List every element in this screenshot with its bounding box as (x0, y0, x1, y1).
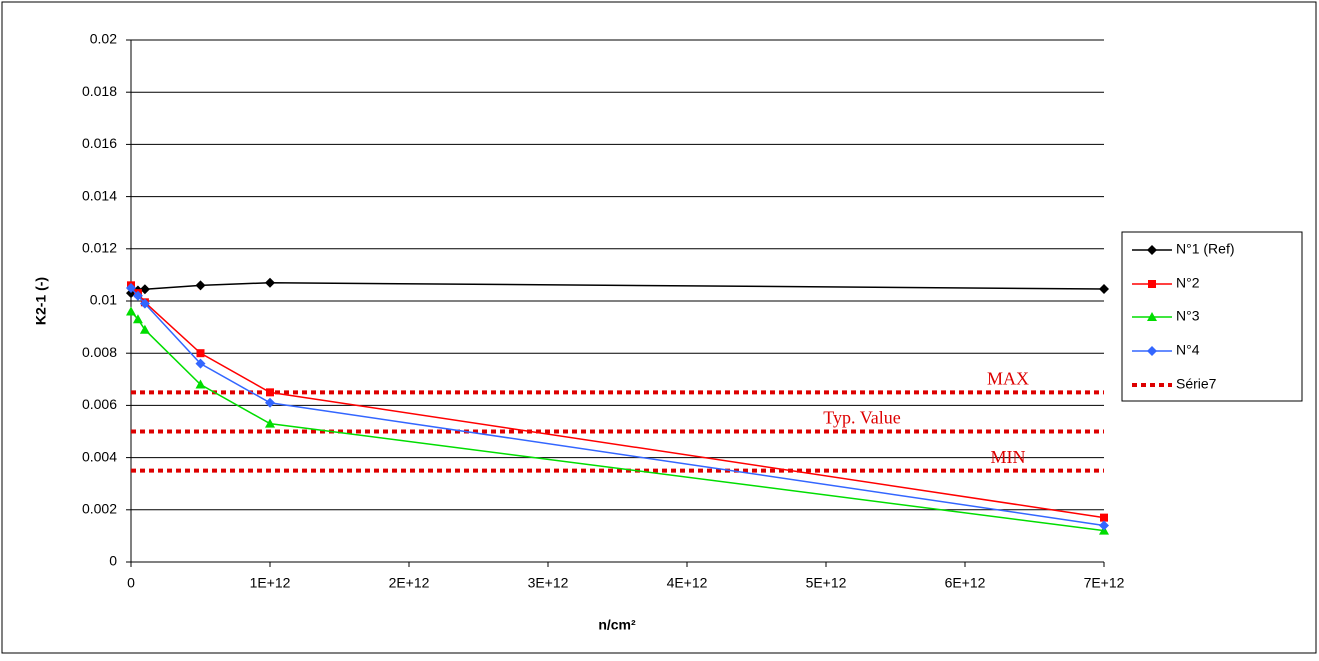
y-tick-label: 0.018 (82, 83, 117, 99)
x-tick-label: 4E+12 (667, 575, 708, 591)
legend-label: N°4 (1176, 342, 1200, 358)
marker (1099, 283, 1109, 294)
x-tick-label: 0 (127, 575, 135, 591)
marker (126, 306, 136, 316)
reference-label: MAX (987, 368, 1029, 388)
legend-marker (1148, 280, 1156, 288)
legend-label: N°1 (Ref) (1176, 241, 1235, 257)
y-tick-label: 0.006 (82, 396, 117, 412)
legend-marker (1147, 312, 1157, 321)
x-tick-label: 7E+12 (1084, 575, 1125, 591)
legend-marker (1147, 346, 1157, 356)
marker (265, 418, 275, 428)
y-tick-label: 0.016 (82, 135, 117, 151)
y-tick-label: 0.014 (82, 187, 117, 203)
y-tick-label: 0.002 (82, 501, 117, 517)
marker (195, 358, 206, 369)
legend-marker (1147, 245, 1157, 255)
x-tick-label: 1E+12 (250, 575, 291, 591)
x-tick-label: 5E+12 (806, 575, 847, 591)
marker (139, 298, 150, 309)
marker (132, 290, 143, 301)
marker (195, 280, 206, 291)
legend-label: N°2 (1176, 275, 1200, 291)
y-tick-label: 0.012 (82, 240, 117, 256)
legend-label: Série7 (1176, 376, 1217, 392)
reference-label: Typ. Value (823, 408, 900, 428)
y-axis-label: K2-1 (-) (33, 277, 49, 325)
marker (126, 282, 136, 293)
reference-label: MIN (991, 447, 1026, 467)
marker (265, 277, 275, 288)
y-tick-label: 0.004 (82, 448, 117, 464)
y-tick-label: 0.02 (90, 31, 117, 47)
y-tick-label: 0 (109, 553, 117, 569)
marker (132, 314, 143, 324)
x-tick-label: 3E+12 (528, 575, 569, 591)
marker (1100, 513, 1108, 522)
x-tick-label: 6E+12 (945, 575, 986, 591)
y-tick-label: 0.01 (90, 292, 117, 308)
marker (139, 324, 150, 334)
marker (139, 284, 150, 295)
x-tick-label: 2E+12 (389, 575, 430, 591)
marker (266, 388, 274, 397)
x-axis-label: n/cm² (598, 617, 636, 633)
legend-label: N°3 (1176, 308, 1200, 324)
marker (196, 349, 205, 358)
marker (1099, 520, 1109, 531)
marker (265, 397, 275, 408)
marker (195, 379, 206, 389)
y-tick-label: 0.008 (82, 344, 117, 360)
